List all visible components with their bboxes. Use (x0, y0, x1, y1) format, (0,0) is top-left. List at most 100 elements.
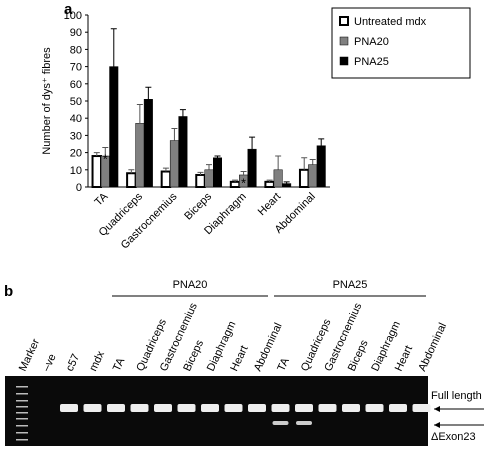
x-tick-label: TA (93, 190, 111, 208)
gel-band (248, 404, 266, 412)
bar (247, 148, 257, 188)
bar (308, 164, 318, 188)
error-bar (232, 179, 239, 182)
gel-band (342, 404, 360, 412)
legend-box (331, 7, 471, 79)
y-tick-label: 70 (70, 62, 82, 74)
error-bar (171, 128, 178, 141)
legend-label: PNA20 (354, 36, 389, 48)
bar (204, 169, 214, 188)
band-label: ΔExon23 (431, 431, 476, 443)
annotation: * (103, 151, 108, 166)
lane-label: Heart (228, 344, 250, 373)
error-bar (266, 179, 273, 182)
error-bar (93, 152, 100, 157)
y-tick-label: 20 (70, 148, 82, 160)
ladder-band (16, 386, 28, 388)
y-tick-label: 0 (76, 182, 82, 194)
gel-band (224, 404, 243, 412)
error-bar (110, 28, 117, 67)
error-bar (309, 158, 316, 165)
error-bar (197, 171, 204, 175)
error-bar (136, 103, 143, 124)
ladder-band (16, 412, 28, 414)
bar (316, 145, 326, 188)
error-bar (318, 138, 325, 146)
arrow-head (434, 422, 440, 428)
x-tick-label: Biceps (182, 190, 214, 222)
ladder-band (16, 406, 28, 408)
lane-label: Abdominal (416, 321, 449, 373)
ladder-band (16, 432, 28, 434)
bar (143, 99, 153, 188)
panel-label: a (64, 1, 73, 18)
error-bar (206, 164, 212, 170)
gel-band (83, 404, 102, 412)
y-axis-label: Number of dys⁺ fibres (41, 47, 53, 155)
gel-band (177, 404, 196, 412)
y-tick-label: 100 (64, 10, 82, 22)
y-tick-label: 90 (70, 27, 82, 39)
bar (213, 157, 222, 188)
error-bar (283, 181, 290, 184)
y-tick-label: 80 (70, 44, 82, 56)
bar (264, 180, 275, 188)
legend-label: PNA25 (354, 56, 389, 68)
bar (91, 155, 103, 188)
bar (109, 66, 119, 188)
lane-label: Marker (17, 337, 42, 373)
gel-band (154, 404, 172, 412)
error-bar (301, 157, 308, 170)
bar (135, 123, 145, 188)
ladder-band (16, 418, 28, 420)
y-tick-label: 60 (70, 79, 82, 91)
lane-label: TA (111, 356, 128, 374)
error-bar (145, 86, 152, 100)
lane-label: –ve (40, 352, 58, 373)
bar (298, 168, 310, 189)
lane-label: Biceps (181, 338, 206, 373)
y-tick-label: 10 (70, 165, 82, 177)
gel-band (295, 404, 313, 412)
error-bar (162, 167, 169, 172)
y-tick-label: 50 (70, 96, 82, 108)
gel-band (271, 404, 290, 412)
arrow-head (434, 406, 440, 412)
ladder-band (16, 425, 28, 427)
bar (126, 172, 137, 189)
band-label: Full length (431, 390, 482, 402)
gel-band (60, 404, 78, 412)
lane-label: mdx (87, 349, 107, 373)
bar (282, 183, 292, 188)
bar (160, 170, 172, 189)
ladder-band (16, 400, 28, 402)
bar (195, 173, 206, 189)
group-label: PNA20 (173, 279, 208, 291)
legend-swatch (339, 56, 349, 66)
ladder-band (16, 439, 28, 441)
gel-band (412, 404, 431, 412)
error-bar (249, 136, 256, 150)
y-tick-label: 40 (70, 113, 82, 125)
bar (178, 116, 188, 188)
lane-label: Biceps (346, 338, 371, 373)
error-bar (128, 169, 135, 174)
gel-band (296, 421, 312, 425)
gel-band (130, 404, 149, 412)
bar (169, 140, 179, 188)
annotation: * (241, 176, 246, 191)
gel-band (272, 421, 289, 425)
gel-band (365, 404, 384, 412)
error-bar (240, 171, 247, 175)
bar (229, 180, 241, 188)
lane-label: TA (275, 356, 292, 374)
legend-swatch (339, 36, 349, 46)
y-tick-label: 30 (70, 130, 82, 142)
group-label: PNA25 (333, 279, 368, 291)
gel-band (389, 404, 407, 412)
gel-band (201, 404, 219, 412)
error-bar (214, 155, 221, 158)
error-bar (275, 155, 282, 170)
ladder-band (16, 393, 28, 395)
